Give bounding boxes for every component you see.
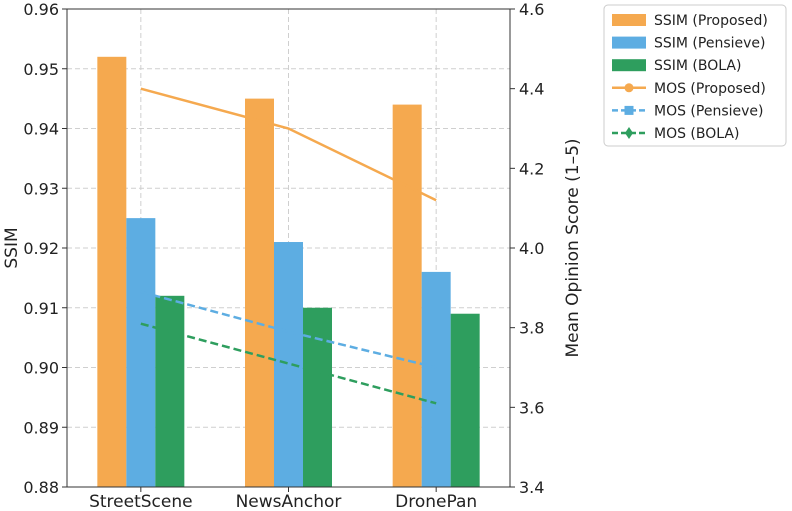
bar-ssim-bola-dronepan: [450, 313, 480, 487]
x-axis: StreetScene NewsAnchor DronePan: [89, 487, 477, 511]
legend: SSIM (Proposed) SSIM (Pensieve) SSIM (BOLA…: [603, 4, 787, 147]
legend-marker: [625, 127, 633, 139]
bar-ssim-bola-newsanchor: [303, 307, 332, 487]
legend-swatch: [612, 36, 646, 49]
legend-label: MOS (Proposed): [654, 81, 766, 97]
y-axis-right: 3.4 3.6 3.8 4.0 4.2 4.4 4.6: [510, 0, 544, 497]
x-tick-label: DronePan: [395, 492, 477, 511]
legend-label: SSIM (BOLA): [654, 58, 741, 74]
legend-swatch: [612, 59, 646, 72]
line-mos-bola: [140, 322, 437, 405]
legend-frame: [603, 4, 787, 147]
y2-tick-label: 3.4: [519, 478, 544, 497]
y-tick-label: 0.94: [23, 120, 59, 139]
y2-tick-label: 4.0: [519, 239, 544, 258]
legend-marker: [624, 83, 634, 93]
y-tick-label: 0.95: [23, 60, 59, 79]
y-tick-label: 0.96: [23, 0, 59, 19]
legend-label: MOS (Pensieve): [654, 103, 763, 119]
legend-marker: [624, 105, 634, 115]
y-tick-label: 0.91: [23, 299, 59, 318]
y-tick-label: 0.93: [23, 179, 59, 198]
y2-tick-label: 4.6: [519, 0, 544, 19]
bars: [97, 56, 480, 488]
bar-ssim-proposed-dronepan: [392, 104, 422, 487]
y2-tick-label: 4.4: [519, 80, 544, 99]
bar-ssim-bola-streetscene: [155, 295, 185, 487]
line-mos-proposed: [140, 87, 437, 202]
y-tick-label: 0.90: [23, 359, 59, 378]
y-axis-left: 0.88 0.89 0.90 0.91 0.92 0.93 0.94 0.95 0.96: [23, 0, 67, 497]
bar-ssim-pensieve-streetscene: [126, 218, 156, 487]
x-tick-label: NewsAnchor: [236, 492, 342, 511]
y2-tick-label: 3.8: [519, 319, 544, 338]
y2-axis-title: Mean Opinion Score (1–5): [563, 138, 583, 357]
line-mos-pensieve: [140, 290, 437, 369]
bar-ssim-proposed-newsanchor: [245, 98, 274, 487]
bar-ssim-pensieve-newsanchor: [274, 242, 303, 487]
legend-label: SSIM (Proposed): [654, 13, 768, 29]
legend-swatch: [612, 14, 646, 26]
y-axis-title: SSIM: [2, 227, 22, 268]
y2-tick-label: 3.6: [519, 398, 544, 417]
mos-lines: [140, 87, 437, 405]
y-tick-label: 0.89: [23, 418, 59, 437]
y2-tick-label: 4.2: [519, 159, 544, 178]
y-tick-label: 0.88: [23, 478, 59, 497]
legend-label: SSIM (Pensieve): [654, 36, 765, 52]
bar-ssim-pensieve-dronepan: [421, 271, 451, 487]
legend-label: MOS (BOLA): [654, 126, 739, 142]
y-tick-label: 0.92: [23, 239, 59, 258]
x-tick-label: StreetScene: [89, 492, 193, 511]
bar-ssim-proposed-streetscene: [97, 56, 127, 488]
